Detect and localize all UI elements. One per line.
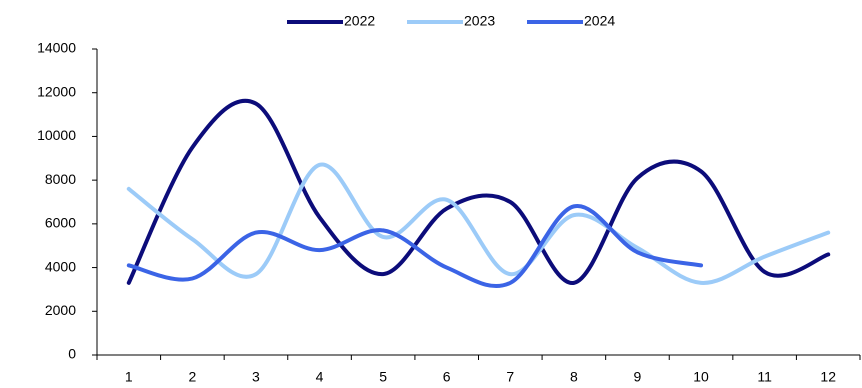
x-tick-label: 1 xyxy=(125,369,133,385)
y-tick-label: 10000 xyxy=(37,127,76,143)
y-tick-label: 14000 xyxy=(37,40,76,56)
x-tick-label: 6 xyxy=(443,369,451,385)
x-tick-label: 2 xyxy=(188,369,196,385)
x-tick-label: 9 xyxy=(634,369,642,385)
y-tick-label: 6000 xyxy=(45,215,76,231)
legend-label: 2024 xyxy=(584,13,615,29)
x-tick-label: 3 xyxy=(252,369,260,385)
y-tick-label: 0 xyxy=(68,346,76,362)
line-series xyxy=(126,162,831,285)
y-tick-label: 4000 xyxy=(45,258,76,274)
line-series xyxy=(126,204,704,289)
legend-label: 2023 xyxy=(464,13,495,29)
y-tick-label: 12000 xyxy=(37,83,76,99)
x-tick-label: 10 xyxy=(693,369,709,385)
x-tick-label: 7 xyxy=(506,369,514,385)
x-tick-label: 5 xyxy=(379,369,387,385)
x-tick-label: 12 xyxy=(820,369,836,385)
y-tick-label: 2000 xyxy=(45,302,76,318)
legend-label: 2022 xyxy=(344,13,375,29)
x-tick-label: 4 xyxy=(316,369,324,385)
x-tick-label: 8 xyxy=(570,369,578,385)
x-tick-label: 11 xyxy=(757,369,772,385)
y-tick-label: 8000 xyxy=(45,171,76,187)
line-series xyxy=(126,98,831,285)
